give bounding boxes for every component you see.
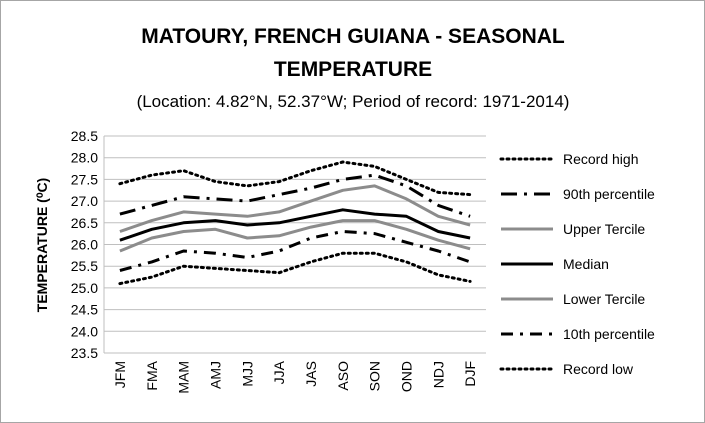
y-tick-label: 26.0 [71, 237, 98, 253]
series-line-10th-percentile [119, 230, 471, 272]
series-line-lower-tercile [119, 219, 471, 253]
series-line-90th-percentile [119, 173, 471, 218]
y-axis-title: TEMPERATURE (⁰C) [34, 178, 50, 312]
chart-title-line1: MATOURY, FRENCH GUIANA - SEASONAL [141, 25, 565, 48]
y-tick-label: 24.0 [71, 323, 98, 339]
y-tick-label: 28.0 [71, 150, 98, 166]
series-line-record-high [118, 160, 472, 197]
x-tick-label: JAS [303, 361, 319, 387]
y-tick-label: 26.5 [71, 215, 98, 231]
legend-label: Record high [563, 151, 639, 167]
y-tick-label: 25.5 [71, 258, 98, 274]
x-tick-label: MAM [176, 361, 192, 394]
x-tick-label: ASO [335, 361, 351, 391]
x-tick-label: DJF [462, 361, 478, 387]
x-tick-label: AMJ [207, 361, 223, 389]
series-line-median [119, 208, 471, 242]
legend-label: 10th percentile [563, 326, 655, 342]
x-tick-label: JFM [112, 361, 128, 388]
legend-label: 90th percentile [563, 186, 655, 202]
x-tick-label: SON [367, 361, 383, 391]
y-tick-label: 28.5 [71, 128, 98, 144]
legend-label: Record low [563, 361, 634, 377]
chart-subtitle: (Location: 4.82°N, 52.37°W; Period of re… [137, 92, 570, 111]
x-tick-label: MJJ [239, 361, 255, 387]
y-tick-label: 27.5 [71, 171, 98, 187]
chart-title-line2: TEMPERATURE [274, 58, 432, 81]
y-tick-label: 24.5 [71, 302, 98, 318]
y-tick-label: 23.5 [71, 345, 98, 361]
series-lines [118, 160, 472, 286]
legend-label: Upper Tercile [563, 221, 645, 237]
x-tick-label: NDJ [430, 361, 446, 388]
legend: Record high 90th percentile Upper Tercile M… [499, 151, 655, 377]
legend-label: Lower Tercile [563, 291, 645, 307]
legend-label: Median [563, 256, 609, 272]
y-tick-label: 25.0 [71, 280, 98, 296]
x-tick-label: OND [398, 361, 414, 392]
x-tick-label: JJA [271, 360, 287, 384]
series-line-upper-tercile [119, 184, 471, 233]
y-tick-label: 27.0 [71, 193, 98, 209]
y-axis-ticks: 23.5 24.0 24.5 25.0 25.5 26.0 26.5 27.0 27.5 28.0… [71, 128, 98, 361]
series-line-record-low [118, 251, 472, 286]
x-axis-ticks: JFM FMA MAM AMJ MJJ JJA JAS ASO SON OND NDJ DJF [112, 360, 478, 393]
x-tick-label: FMA [144, 360, 160, 390]
